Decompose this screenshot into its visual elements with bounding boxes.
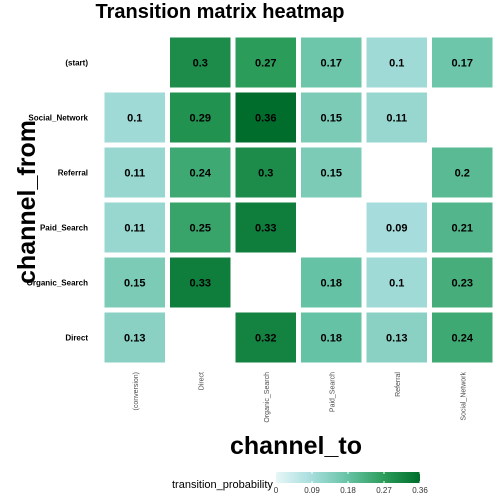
y-tick-label: Direct xyxy=(65,334,88,343)
cell-value-label: 0.11 xyxy=(124,168,145,180)
x-tick-labels: (conversion) Direct Organic_Search Paid_Sea… xyxy=(133,372,468,423)
heatmap-cell xyxy=(235,147,296,198)
cell-value-label: 0.3 xyxy=(258,168,273,180)
cell-value-label: 0.27 xyxy=(255,58,276,70)
cell-value-label: 0.11 xyxy=(386,113,407,125)
heatmap-cell xyxy=(301,257,362,308)
heatmap-cell xyxy=(170,147,231,198)
cell-value-label: 0.23 xyxy=(452,278,473,290)
cell-value-label: 0.13 xyxy=(386,333,407,345)
heatmap-cell xyxy=(432,37,493,88)
y-tick-label: Social_Network xyxy=(28,114,88,123)
cell-value-label: 0.13 xyxy=(124,333,145,345)
cell-value-label: 0.09 xyxy=(386,223,407,235)
heatmap-cells: 0.3 0.27 0.17 0.1 0.17 0.1 0.29 0.36 0.15 0.11 0.1… xyxy=(104,37,493,363)
heatmap-cell xyxy=(366,257,427,308)
heatmap-cell xyxy=(432,257,493,308)
x-tick-label: Organic_Search xyxy=(264,372,271,423)
cell-value-label: 0.17 xyxy=(321,58,342,70)
heatmap-cell xyxy=(432,312,493,363)
cell-value-label: 0.24 xyxy=(190,168,212,180)
legend-title: transition_probability xyxy=(172,479,273,491)
cell-value-label: 0.15 xyxy=(124,278,145,290)
heatmap-cell xyxy=(432,147,493,198)
heatmap-cell xyxy=(104,147,165,198)
legend-ticks: 0 0.09 0.18 0.27 0.36 xyxy=(274,472,428,495)
cell-value-label: 0.36 xyxy=(255,113,276,125)
heatmap-cell xyxy=(366,312,427,363)
cell-value-label: 0.15 xyxy=(321,168,342,180)
heatmap-cell xyxy=(170,202,231,253)
heatmap-cell xyxy=(104,257,165,308)
cell-value-label: 0.2 xyxy=(455,168,470,180)
heatmap-cell xyxy=(235,312,296,363)
x-tick-label: Direct xyxy=(198,372,205,390)
x-tick-label: Paid_Search xyxy=(329,372,336,412)
cell-value-label: 0.18 xyxy=(321,278,342,290)
cell-value-label: 0.1 xyxy=(127,113,142,125)
cell-value-label: 0.29 xyxy=(190,113,211,125)
cell-value-label: 0.18 xyxy=(321,333,342,345)
heatmap-cell xyxy=(366,92,427,143)
heatmap-cell xyxy=(301,147,362,198)
heatmap-cell xyxy=(170,92,231,143)
cell-value-label: 0.15 xyxy=(321,113,342,125)
cell-value-label: 0.1 xyxy=(389,278,404,290)
cell-value-label: 0.3 xyxy=(193,58,208,70)
legend-color-bar xyxy=(276,472,420,483)
color-legend: transition_probability 0 0.09 0.18 0.27 0.36 xyxy=(172,472,428,495)
heatmap-cell xyxy=(104,92,165,143)
cell-value-label: 0.25 xyxy=(190,223,211,235)
heatmap-cell xyxy=(301,312,362,363)
heatmap-cell xyxy=(366,202,427,253)
cell-value-label: 0.11 xyxy=(124,223,145,235)
cell-value-label: 0.33 xyxy=(255,223,276,235)
x-tick-label: Social_Network xyxy=(460,372,467,421)
y-axis-title: channel_from xyxy=(13,120,41,284)
legend-tick-label: 0.27 xyxy=(376,486,392,495)
cell-value-label: 0.1 xyxy=(389,58,404,70)
y-tick-label: Paid_Search xyxy=(40,224,88,233)
y-tick-label: Referral xyxy=(58,169,88,178)
heatmap-cell xyxy=(170,257,231,308)
heatmap-cell xyxy=(170,37,231,88)
heatmap-cell xyxy=(104,312,165,363)
cell-value-label: 0.17 xyxy=(452,58,473,70)
heatmap-cell xyxy=(104,202,165,253)
cell-value-label: 0.33 xyxy=(190,278,211,290)
cell-value-label: 0.21 xyxy=(452,223,473,235)
legend-tick-label: 0.09 xyxy=(304,486,320,495)
y-tick-label: (start) xyxy=(65,59,88,68)
y-tick-labels: (start) Social_Network Referral Paid_Search… xyxy=(27,59,89,343)
heatmap-cell xyxy=(366,37,427,88)
x-tick-label: (conversion) xyxy=(133,372,140,411)
cell-value-label: 0.32 xyxy=(255,333,276,345)
chart-title: Transition matrix heatmap xyxy=(96,1,345,23)
x-tick-label: Referral xyxy=(395,372,402,397)
legend-tick-label: 0.18 xyxy=(340,486,356,495)
y-tick-label: Organic_Search xyxy=(27,279,88,288)
heatmap-cell xyxy=(301,92,362,143)
heatmap-cell xyxy=(235,202,296,253)
legend-tick-label: 0.36 xyxy=(412,486,428,495)
heatmap-cell xyxy=(235,92,296,143)
cell-value-label: 0.24 xyxy=(452,333,474,345)
heatmap-cell xyxy=(301,37,362,88)
heatmap-cell xyxy=(235,37,296,88)
legend-tick-label: 0 xyxy=(274,486,279,495)
heatmap-cell xyxy=(432,202,493,253)
x-axis-title: channel_to xyxy=(230,432,362,460)
